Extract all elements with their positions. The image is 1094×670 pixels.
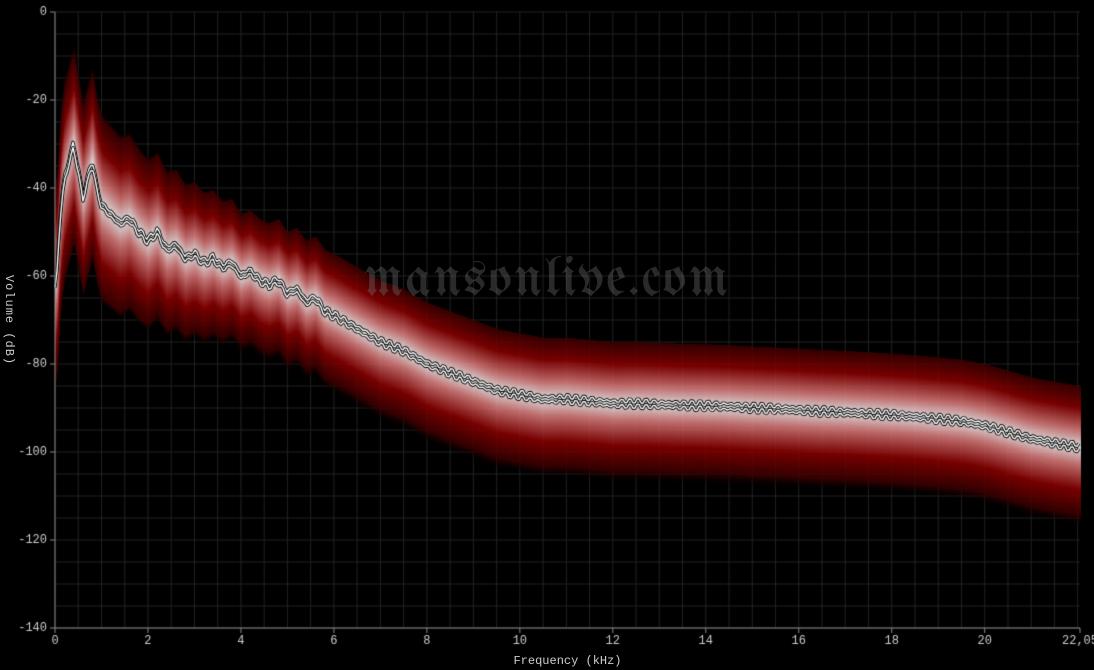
y-axis-title: Volume (dB): [2, 275, 16, 365]
spectrum-canvas: [0, 0, 1094, 670]
x-axis-title: Frequency (kHz): [513, 654, 621, 668]
spectrum-chart: Volume (dB) Frequency (kHz) mansonlive.c…: [0, 0, 1094, 670]
